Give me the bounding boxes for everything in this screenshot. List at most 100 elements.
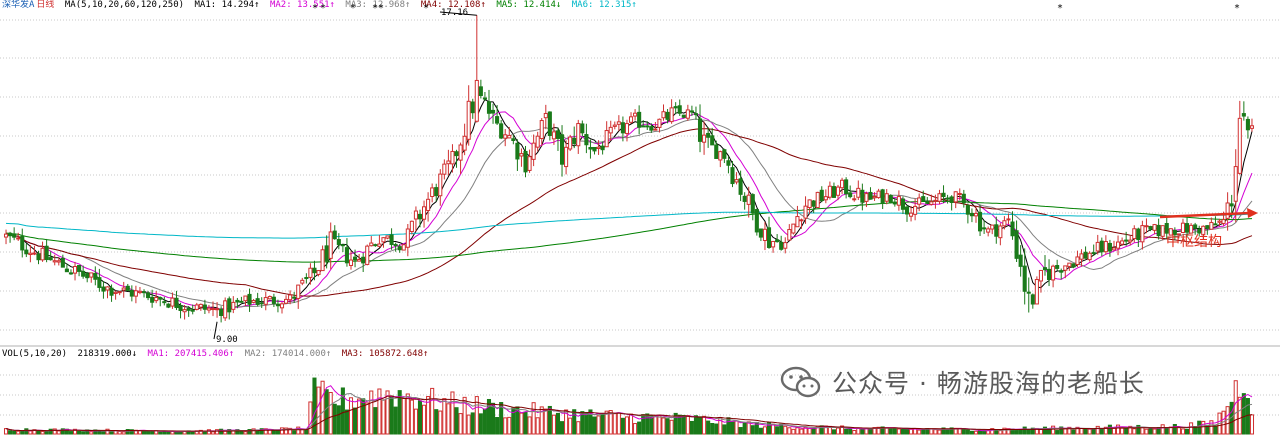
volume-bar bbox=[1002, 427, 1007, 435]
volume-bar bbox=[941, 427, 946, 435]
volume-bar bbox=[146, 430, 151, 435]
candle-body bbox=[426, 198, 431, 211]
candle-body bbox=[64, 268, 69, 273]
candle-body bbox=[93, 272, 98, 280]
volume-bar bbox=[681, 414, 686, 435]
candle-body bbox=[81, 270, 86, 277]
volume-bar bbox=[665, 418, 670, 435]
volume-bar bbox=[324, 389, 329, 435]
candle-body bbox=[799, 219, 804, 222]
candle-body bbox=[969, 212, 974, 217]
volume-bar bbox=[1124, 427, 1129, 435]
candle-body bbox=[884, 193, 889, 202]
candle-body bbox=[316, 270, 321, 275]
volume-bar bbox=[519, 412, 524, 435]
volume-bar bbox=[1067, 426, 1072, 435]
candle-body bbox=[706, 132, 711, 138]
candle-body bbox=[840, 179, 845, 189]
volume-bar bbox=[340, 387, 345, 435]
candle-body bbox=[1229, 203, 1234, 207]
volume-bar bbox=[551, 414, 556, 435]
volume-bar bbox=[344, 409, 349, 435]
candle-body bbox=[3, 233, 9, 238]
signal-mark: * bbox=[372, 3, 378, 14]
volume-bar bbox=[909, 428, 914, 435]
candle-body bbox=[324, 245, 329, 262]
volume-bar bbox=[852, 430, 857, 435]
volume-bar bbox=[1030, 427, 1035, 435]
candle-body bbox=[105, 286, 110, 291]
volume-bar bbox=[125, 429, 130, 435]
volume-bar bbox=[807, 427, 812, 435]
candle-body bbox=[758, 228, 763, 238]
volume-bar bbox=[896, 428, 901, 435]
volume-bar bbox=[697, 416, 703, 435]
candle-body bbox=[677, 105, 682, 114]
candle-body bbox=[348, 259, 354, 266]
candle-body bbox=[478, 86, 483, 97]
volume-bar bbox=[288, 427, 293, 435]
volume-bar bbox=[576, 421, 581, 435]
candle-body bbox=[271, 296, 276, 304]
candle-body bbox=[710, 135, 715, 146]
volume-bar bbox=[68, 431, 74, 435]
candle-body bbox=[653, 128, 658, 131]
volume-bar bbox=[210, 431, 216, 435]
candle-body bbox=[389, 234, 394, 245]
candle-body bbox=[1002, 220, 1007, 227]
volume-bar bbox=[840, 425, 845, 435]
candle-body bbox=[36, 253, 41, 261]
ma120-line bbox=[5, 200, 1253, 263]
volume-bar bbox=[921, 428, 926, 435]
candle-body bbox=[284, 298, 289, 304]
candle-body bbox=[795, 216, 800, 228]
volume-bar bbox=[783, 425, 788, 435]
volume-bar bbox=[413, 408, 418, 435]
candle-body bbox=[978, 211, 983, 232]
candle-body bbox=[559, 134, 565, 165]
volume-bar bbox=[710, 423, 715, 435]
volume-bar bbox=[401, 397, 406, 435]
candle-body bbox=[1095, 241, 1100, 252]
volume-bar bbox=[555, 412, 561, 435]
candle-body bbox=[519, 153, 524, 157]
volume-bar bbox=[3, 428, 9, 435]
candle-body bbox=[1051, 265, 1056, 281]
volume-bar bbox=[495, 417, 500, 435]
candle-body bbox=[990, 224, 995, 230]
candle-body bbox=[1030, 294, 1035, 305]
candle-body bbox=[1180, 222, 1186, 234]
volume-bar bbox=[202, 431, 207, 435]
volume-bar bbox=[1006, 428, 1011, 435]
candle-body bbox=[693, 113, 699, 116]
volume-bar bbox=[158, 431, 163, 435]
candle-body bbox=[624, 123, 630, 134]
volume-bar bbox=[645, 413, 650, 435]
candle-body bbox=[543, 112, 548, 119]
candle-body bbox=[649, 126, 654, 131]
candle-body bbox=[422, 206, 427, 220]
volume-bar bbox=[848, 428, 853, 435]
candle-body bbox=[470, 101, 475, 114]
volume-bar bbox=[868, 429, 873, 435]
watermark: 公众号 · 畅游股海的老船长 bbox=[780, 362, 1145, 402]
candle-body bbox=[852, 198, 857, 201]
candle-body bbox=[738, 178, 743, 195]
volume-bar bbox=[880, 426, 885, 435]
candle-body bbox=[133, 290, 138, 297]
volume-bar bbox=[693, 415, 699, 435]
volume-bar bbox=[320, 380, 325, 435]
candle-body bbox=[263, 297, 268, 305]
candle-body bbox=[279, 303, 285, 309]
candle-body bbox=[1022, 265, 1027, 292]
ma1-value: MA1: 14.294↑ bbox=[194, 0, 260, 10]
candle-body bbox=[373, 244, 378, 247]
volume-bar bbox=[426, 396, 431, 435]
candle-body bbox=[320, 249, 325, 272]
candle-body bbox=[754, 209, 759, 233]
candle-body bbox=[1006, 218, 1011, 221]
volume-bar bbox=[637, 421, 642, 435]
candle-body bbox=[779, 241, 784, 250]
volume-bar bbox=[564, 409, 569, 435]
